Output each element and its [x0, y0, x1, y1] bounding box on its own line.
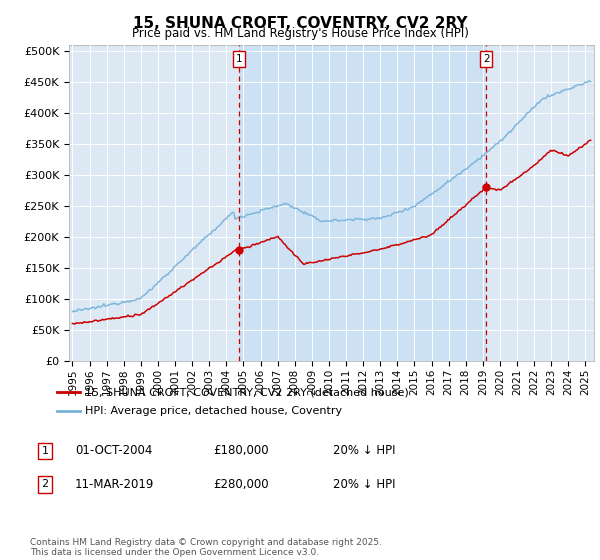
Text: 15, SHUNA CROFT, COVENTRY, CV2 2RY: 15, SHUNA CROFT, COVENTRY, CV2 2RY — [133, 16, 467, 31]
Bar — [239, 45, 486, 361]
Text: 2: 2 — [483, 54, 490, 64]
Text: Price paid vs. HM Land Registry's House Price Index (HPI): Price paid vs. HM Land Registry's House … — [131, 27, 469, 40]
Text: 01-OCT-2004: 01-OCT-2004 — [75, 444, 152, 458]
Text: Contains HM Land Registry data © Crown copyright and database right 2025.
This d: Contains HM Land Registry data © Crown c… — [30, 538, 382, 557]
Text: 15, SHUNA CROFT, COVENTRY, CV2 2RY (detached house): 15, SHUNA CROFT, COVENTRY, CV2 2RY (deta… — [85, 387, 409, 397]
Text: 11-MAR-2019: 11-MAR-2019 — [75, 478, 154, 491]
Text: 2: 2 — [41, 479, 49, 489]
Text: HPI: Average price, detached house, Coventry: HPI: Average price, detached house, Cove… — [85, 407, 342, 417]
Text: £280,000: £280,000 — [213, 478, 269, 491]
Text: 1: 1 — [236, 54, 242, 64]
Text: 20% ↓ HPI: 20% ↓ HPI — [333, 478, 395, 491]
Text: 20% ↓ HPI: 20% ↓ HPI — [333, 444, 395, 458]
Text: £180,000: £180,000 — [213, 444, 269, 458]
Text: 1: 1 — [41, 446, 49, 456]
